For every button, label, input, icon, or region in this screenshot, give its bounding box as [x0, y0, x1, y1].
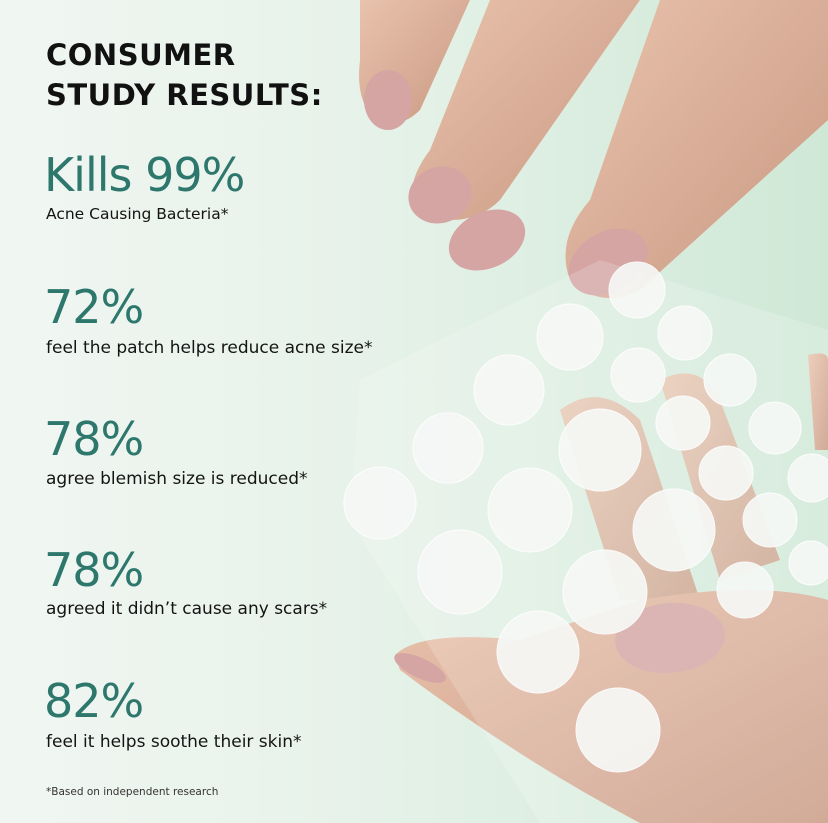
stat-caption: agree blemish size is reduced* — [46, 469, 308, 489]
stat-caption: feel it helps soothe their skin* — [46, 732, 302, 752]
stat-caption: Acne Causing Bacteria* — [46, 205, 229, 223]
title-line-2: STUDY RESULTS: — [46, 78, 323, 112]
stat-value: 78% — [44, 412, 144, 466]
nails — [364, 70, 725, 683]
stat-value: 72% — [44, 280, 144, 334]
footnote: *Based on independent research — [46, 786, 219, 798]
stat-value: 82% — [44, 674, 144, 728]
stat-caption: feel the patch helps reduce acne size* — [46, 338, 373, 358]
stat-value: Kills 99% — [44, 148, 245, 202]
stat-value: 78% — [44, 543, 144, 597]
title-line-1: CONSUMER — [46, 38, 236, 72]
acne-patches — [343, 261, 828, 773]
stat-caption: agreed it didn’t cause any scars* — [46, 599, 328, 619]
patch-sheet — [350, 260, 828, 823]
